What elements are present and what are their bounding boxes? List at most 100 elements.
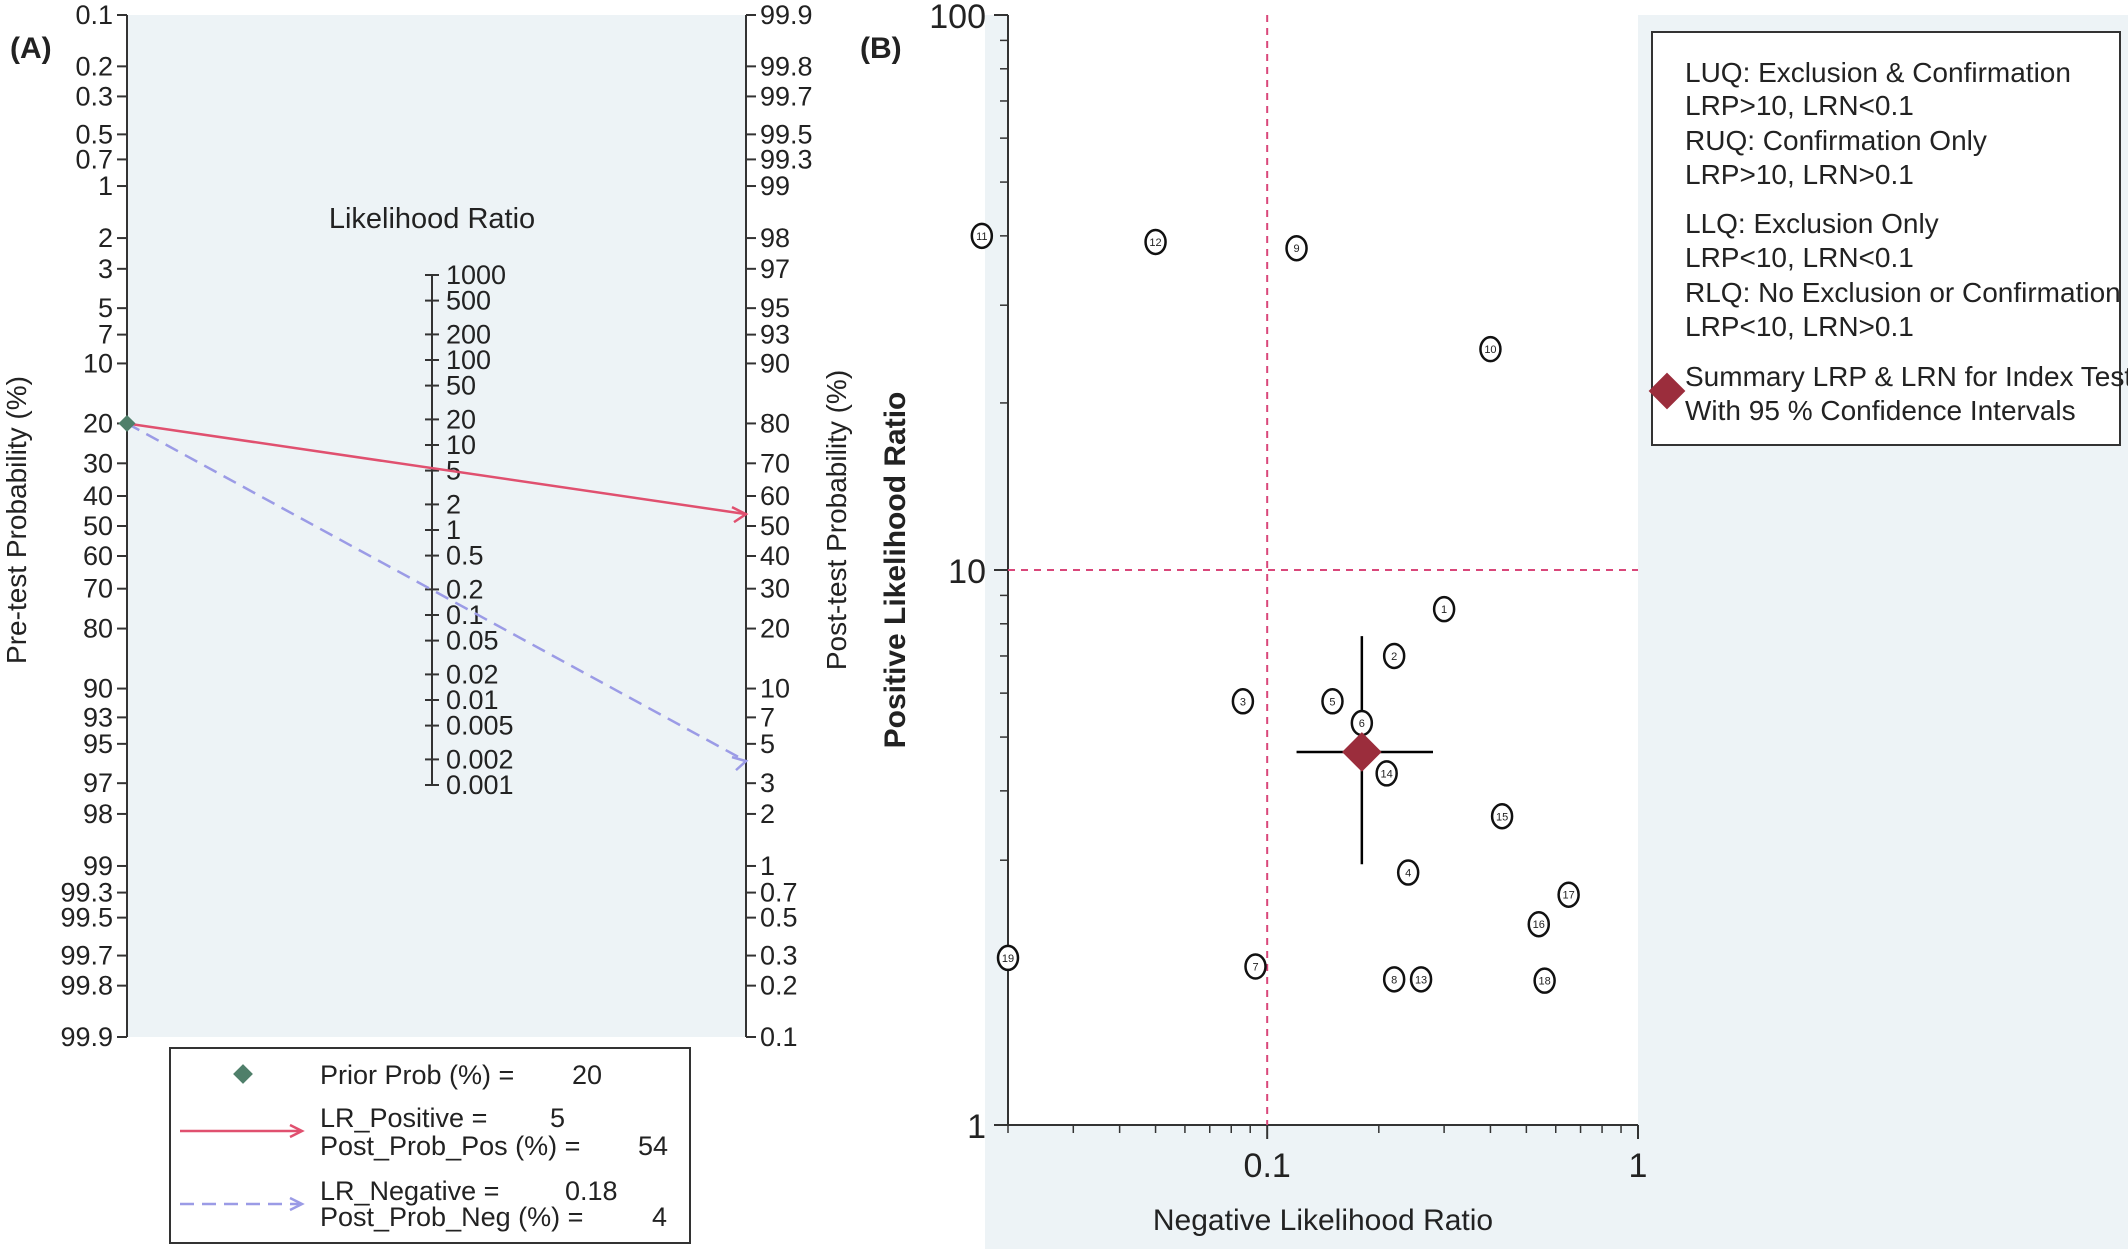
- study-point-9: 9: [1285, 234, 1308, 262]
- study-point-3: 3: [1231, 688, 1255, 715]
- study-point-marker: [1490, 803, 1514, 830]
- study-point-marker: [1432, 595, 1456, 623]
- posttest-tick-label: 0.1: [760, 1022, 798, 1052]
- study-point-15: 15: [1490, 803, 1514, 830]
- study-point-label: 8: [1391, 974, 1397, 986]
- posttest-tick-label: 3: [760, 768, 775, 798]
- y-tick-label: 10: [948, 553, 986, 591]
- lr-tick-label: 0.05: [446, 626, 499, 656]
- study-point-14: 14: [1375, 760, 1398, 787]
- pretest-tick-label: 0.2: [75, 51, 113, 81]
- pretest-tick-label: 0.7: [75, 144, 113, 174]
- y-tick-label: 1: [967, 1108, 986, 1146]
- pretest-tick-label: 0.5: [75, 119, 113, 149]
- pretest-tick-label: 5: [98, 293, 113, 323]
- nomogram: 0.10.20.30.50.71235710203040506070809093…: [60, 0, 812, 1052]
- study-point-marker: [1396, 859, 1420, 886]
- posttest-tick-label: 99.8: [760, 51, 813, 81]
- posttest-tick-label: 40: [760, 541, 790, 571]
- pretest-tick-label: 90: [83, 674, 113, 704]
- lr-tick-label: 0.005: [446, 711, 514, 741]
- lr-positive-line: [126, 422, 747, 516]
- legend-line-8: LRP<10, LRN>0.1: [1685, 311, 1914, 342]
- posttest-tick-label: 2: [760, 799, 775, 829]
- study-point-marker: [996, 944, 1020, 972]
- nomogram-legend: Prior Prob (%) = 20 LR_Positive = 5 Post…: [169, 1047, 691, 1244]
- pretest-tick-label: 97: [83, 768, 113, 798]
- x-tick-label: 1: [1629, 1147, 1648, 1185]
- posttest-tick-label: 99.7: [760, 81, 813, 111]
- study-point-label: 13: [1415, 974, 1427, 986]
- pretest-tick-label: 0.1: [75, 0, 113, 30]
- pretest-tick-label: 60: [83, 541, 113, 571]
- posttest-tick-label: 99.9: [760, 0, 813, 30]
- legend-line-2: LRP>10, LRN<0.1: [1685, 90, 1914, 121]
- study-point-label: 14: [1381, 768, 1393, 780]
- pretest-tick-label: 2: [98, 223, 113, 253]
- pretest-axis-label: Pre-test Probability (%): [1, 376, 32, 664]
- posttest-tick-label: 90: [760, 348, 790, 378]
- study-point-marker: [1244, 953, 1267, 980]
- study-point-10: 10: [1479, 335, 1502, 363]
- study-point-label: 19: [1002, 953, 1014, 965]
- posttest-tick-label: 97: [760, 254, 790, 284]
- posttest-tick-label: 93: [760, 320, 790, 350]
- lr-tick-label: 1: [446, 515, 461, 545]
- pretest-tick-label: 20: [83, 408, 113, 438]
- posttest-tick-label: 95: [760, 293, 790, 323]
- pretest-tick-label: 50: [83, 511, 113, 541]
- study-point-label: 12: [1149, 237, 1161, 249]
- study-point-label: 11: [976, 231, 987, 243]
- nomogram-legend-box: [169, 1047, 691, 1244]
- lr-tick-label: 100: [446, 345, 491, 375]
- study-point-marker: [1479, 335, 1502, 363]
- x-tick-label: 0.1: [1244, 1147, 1291, 1185]
- study-point-label: 1: [1441, 604, 1447, 616]
- study-point-18: 18: [1533, 967, 1556, 994]
- study-point-7: 7: [1244, 953, 1267, 980]
- study-point-label: 7: [1252, 962, 1258, 974]
- legend-prior-value: 20: [572, 1060, 602, 1090]
- study-point-label: 4: [1405, 868, 1411, 880]
- pretest-tick-label: 3: [98, 254, 113, 284]
- study-point-2: 2: [1382, 642, 1406, 670]
- study-point-1: 1: [1432, 595, 1456, 623]
- posttest-tick-label: 10: [760, 674, 790, 704]
- scatter-legend-box: [1651, 31, 2121, 446]
- lr-tick-label: 0.002: [446, 744, 514, 774]
- study-point-12: 12: [1144, 228, 1167, 256]
- summary-diamond: [1342, 732, 1382, 772]
- pretest-tick-label: 1: [98, 171, 113, 201]
- posttest-tick-label: 7: [760, 702, 775, 732]
- legend-ppp-label: Post_Prob_Pos (%) =: [320, 1131, 580, 1161]
- pretest-tick-label: 99.3: [60, 878, 113, 908]
- pretest-tick-label: 95: [83, 729, 113, 759]
- lr-tick-label: 50: [446, 371, 476, 401]
- legend-lrp-value: 5: [550, 1103, 565, 1133]
- study-point-8: 8: [1382, 966, 1406, 993]
- x-axis-label: Negative Likelihood Ratio: [1153, 1204, 1493, 1237]
- posttest-tick-label: 20: [760, 614, 790, 644]
- pretest-tick-label: 80: [83, 614, 113, 644]
- lr-tick-label: 2: [446, 489, 461, 519]
- study-point-6: 6: [1350, 709, 1374, 737]
- study-point-16: 16: [1527, 910, 1551, 938]
- study-point-label: 9: [1293, 243, 1299, 255]
- legend-line-6: LRP<10, LRN<0.1: [1685, 242, 1914, 273]
- nomogram-plot-area: [127, 15, 746, 1037]
- study-point-marker: [1382, 966, 1406, 993]
- legend-positive-arrow: [289, 1123, 305, 1139]
- study-point-marker: [1382, 642, 1406, 670]
- posttest-tick-label: 99.5: [760, 119, 813, 149]
- pretest-tick-label: 98: [83, 799, 113, 829]
- lr-tick-label: 1000: [446, 260, 506, 290]
- prior-prob-marker: [118, 414, 136, 432]
- study-point-label: 17: [1563, 890, 1575, 902]
- legend-ppp-value: 54: [638, 1131, 668, 1161]
- lr-tick-label: 0.01: [446, 685, 499, 715]
- posttest-tick-label: 30: [760, 574, 790, 604]
- legend-line-5: LLQ: Exclusion Only: [1685, 208, 1939, 239]
- y-axis-label: Positive Likelihood Ratio: [879, 392, 912, 749]
- legend-line-3: RUQ: Confirmation Only: [1685, 125, 1987, 156]
- lr-tick-label: 500: [446, 286, 491, 316]
